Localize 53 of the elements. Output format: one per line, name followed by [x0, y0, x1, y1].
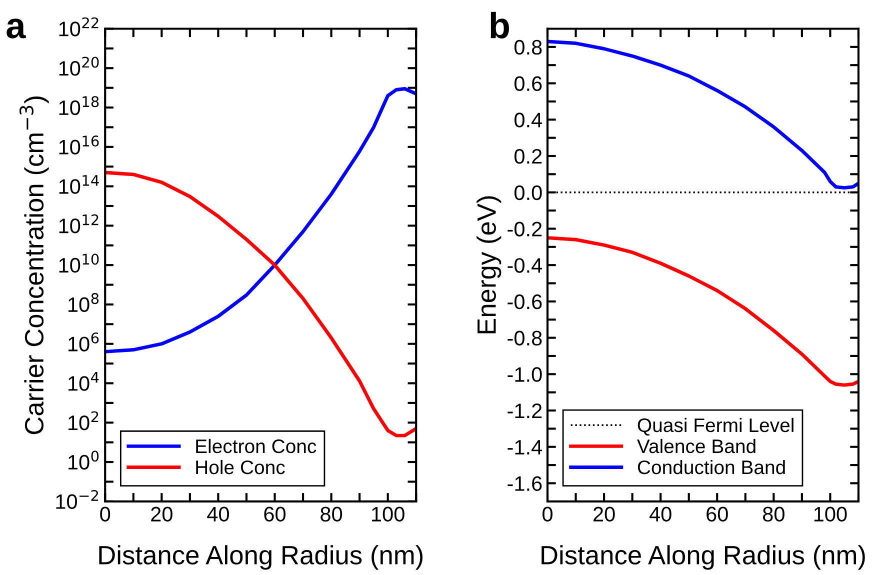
x-tick-label: 60: [706, 506, 728, 522]
x-tick-label: 80: [762, 506, 784, 522]
y-tick-label: 10$^{12}$: [59, 214, 98, 234]
y-tick-label: 10$^{6}$: [68, 332, 99, 352]
x-tick-label: 20: [594, 506, 615, 522]
y-tick-label: -1.2: [508, 404, 542, 418]
text: a: [6, 18, 26, 38]
x-tick-label: 0: [542, 506, 552, 522]
y-tick-label: -0.2: [508, 222, 542, 236]
y-tick-label: 10$^{16}$: [59, 136, 99, 155]
y-tick-label: 10$^{4}$: [68, 372, 99, 391]
x-tick-label: 40: [649, 506, 672, 522]
y-tick-label: -1.4: [508, 440, 542, 454]
y-tick-label: 10$^{22}$: [59, 17, 98, 36]
y-axis-title: Energy (eV): [476, 196, 502, 334]
y-tick-label: 0.6: [514, 76, 542, 92]
y-tick-label: 0.8: [514, 40, 542, 55]
y-tick-label: 10$^{0}$: [68, 450, 99, 470]
text: b: [490, 12, 509, 38]
y-tick-label: -0.6: [508, 294, 542, 310]
y-tick-label: -1.6: [508, 476, 542, 491]
x-tick-label: 60: [264, 506, 286, 522]
line-series: [548, 40, 858, 190]
y-tick-label: -0.8: [508, 330, 542, 346]
y-tick-label: 10$^{−2}$: [56, 490, 98, 509]
x-tick-label: 20: [151, 506, 172, 522]
legend-label: Conduction Band: [638, 460, 785, 474]
y-tick-label: 0.4: [514, 112, 542, 128]
x-tick-label: 0: [100, 506, 110, 522]
legend-label: Hole Conc: [196, 460, 285, 474]
x-tick-label: 40: [207, 506, 229, 522]
y-axis-title: Carrier Concentration (cm$^{−3}$): [20, 96, 49, 434]
y-tick-label: 10$^{14}$: [59, 175, 99, 194]
line-series: [105, 86, 416, 354]
legend-label: Quasi Fermi Level: [638, 418, 794, 436]
y-tick-label: 10$^{20}$: [59, 56, 99, 76]
x-tick-label: 80: [320, 506, 342, 522]
y-tick-label: -0.4: [508, 258, 542, 273]
y-tick-label: 10$^{18}$: [59, 96, 99, 116]
y-tick-label: 10$^{8}$: [68, 293, 99, 312]
x-axis-title: Distance Along Radius (nm): [542, 545, 865, 570]
legend-label: Valence Band: [637, 438, 756, 454]
legend-label: Electron Conc: [196, 438, 316, 454]
line-series: [548, 236, 858, 387]
y-tick-label: 0.2: [514, 149, 542, 164]
x-tick-label: 100: [814, 506, 847, 522]
y-tick-label: 10$^{2}$: [68, 411, 98, 430]
y-tick-label: 10$^{10}$: [59, 254, 99, 273]
x-axis-title: Distance Along Radius (nm): [99, 545, 423, 570]
x-tick-label: 100: [372, 506, 404, 522]
y-tick-label: 0.0: [514, 185, 542, 200]
y-tick-label: -1.0: [508, 367, 542, 382]
line-series: [105, 170, 416, 438]
